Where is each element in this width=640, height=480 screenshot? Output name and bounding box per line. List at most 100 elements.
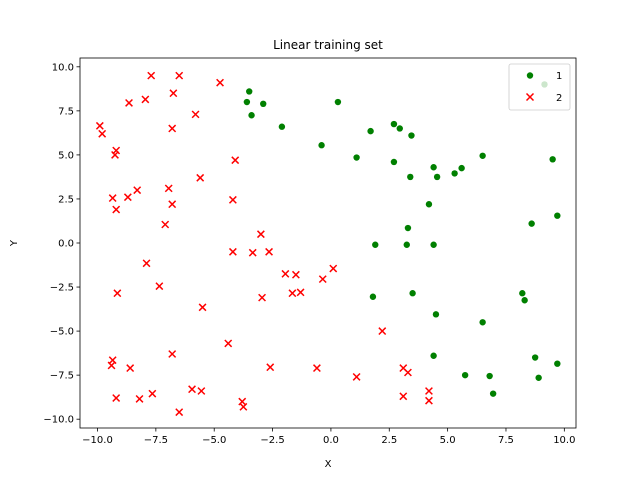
y-tick-label: −7.5 (50, 371, 74, 382)
y-tick-label: −10.0 (43, 415, 74, 426)
chart-title: Linear training set (273, 38, 383, 52)
legend-label-series-2: 2 (556, 93, 562, 104)
data-point (425, 387, 433, 395)
data-point (161, 220, 170, 229)
data-point (113, 289, 122, 298)
data-point (95, 121, 104, 130)
data-point (390, 120, 398, 128)
data-point (531, 354, 539, 361)
plot-area (80, 58, 576, 428)
data-point (175, 71, 184, 80)
data-point (281, 269, 290, 278)
y-tick-label: 7.5 (58, 106, 74, 117)
data-point (432, 311, 440, 318)
data-point (266, 363, 275, 372)
data-point (248, 248, 257, 257)
data-point (486, 372, 493, 380)
data-point (407, 173, 414, 181)
data-point (188, 385, 196, 394)
data-point (404, 368, 412, 377)
data-point (404, 224, 412, 232)
data-point (126, 364, 135, 373)
legend-marker-series-2 (525, 92, 535, 102)
y-tick-label: 0.0 (58, 239, 74, 250)
data-point (318, 142, 325, 149)
data-point (112, 394, 121, 402)
data-point (521, 297, 528, 304)
plot-frame (79, 57, 577, 429)
data-point (196, 173, 205, 182)
data-point (258, 293, 266, 302)
legend-label-series-1: 1 (556, 71, 562, 82)
data-point (265, 247, 273, 256)
data-point (312, 364, 321, 373)
series-2 (95, 71, 433, 417)
data-point (125, 98, 133, 107)
data-point (141, 95, 150, 104)
data-point (243, 98, 251, 106)
x-axis-label: X (325, 459, 332, 470)
data-point (369, 293, 377, 300)
data-point (390, 158, 398, 166)
legend: 1 2 (508, 63, 571, 111)
data-point (224, 339, 233, 348)
y-axis-label: Y (9, 239, 20, 247)
data-point (216, 78, 224, 87)
data-point (288, 289, 297, 298)
data-point (248, 112, 255, 119)
y-tick-label: 2.5 (58, 194, 74, 205)
data-point (168, 350, 177, 358)
data-point (408, 132, 415, 139)
x-tick-label: 0.0 (323, 435, 339, 446)
data-point (256, 230, 265, 239)
data-point (535, 374, 542, 381)
data-point (519, 290, 526, 297)
data-point (246, 88, 253, 95)
data-point (396, 125, 403, 132)
data-point (291, 270, 300, 279)
data-point (554, 360, 561, 367)
y-tick-label: −2.5 (50, 283, 74, 294)
data-point (169, 89, 178, 98)
x-tick-label: 2.5 (381, 435, 397, 446)
data-point (554, 212, 561, 219)
data-point (155, 282, 164, 291)
data-point (489, 390, 497, 397)
data-point (458, 164, 465, 172)
x-tick-label: 10.0 (553, 435, 575, 446)
data-point (123, 193, 132, 202)
data-point (175, 408, 184, 417)
data-point (425, 201, 433, 208)
data-point (228, 195, 237, 204)
data-point (147, 71, 156, 80)
x-tick-label: 5.0 (440, 435, 456, 446)
data-point (334, 98, 342, 106)
x-tick-label: −7.5 (144, 435, 168, 446)
data-point (164, 184, 173, 193)
x-tick-label: −10.0 (82, 435, 113, 446)
data-point (403, 241, 410, 248)
data-point (372, 241, 379, 248)
data-point (197, 387, 206, 395)
y-tick-label: 10.0 (52, 62, 74, 73)
data-point (231, 156, 240, 165)
data-point (135, 394, 144, 403)
data-point (133, 186, 142, 195)
data-point (528, 220, 535, 227)
data-point (353, 154, 360, 161)
x-axis-ticks: −10.0 −7.5 −5.0 −2.5 0.0 2.5 5.0 7.5 10.0 (82, 428, 575, 446)
data-point (451, 170, 458, 177)
data-point (108, 194, 117, 203)
data-point (198, 303, 207, 312)
data-point (111, 150, 119, 159)
data-point (399, 392, 408, 401)
data-point (148, 389, 157, 398)
data-point (329, 264, 338, 273)
y-axis-ticks: 10.0 7.5 5.0 2.5 0.0 −2.5 −5.0 −7.5 −10.0 (43, 62, 80, 426)
series-layer (95, 71, 561, 417)
data-point (461, 371, 469, 379)
data-point (107, 361, 116, 370)
data-point (409, 290, 416, 297)
data-point (318, 275, 327, 284)
data-point (278, 123, 286, 130)
